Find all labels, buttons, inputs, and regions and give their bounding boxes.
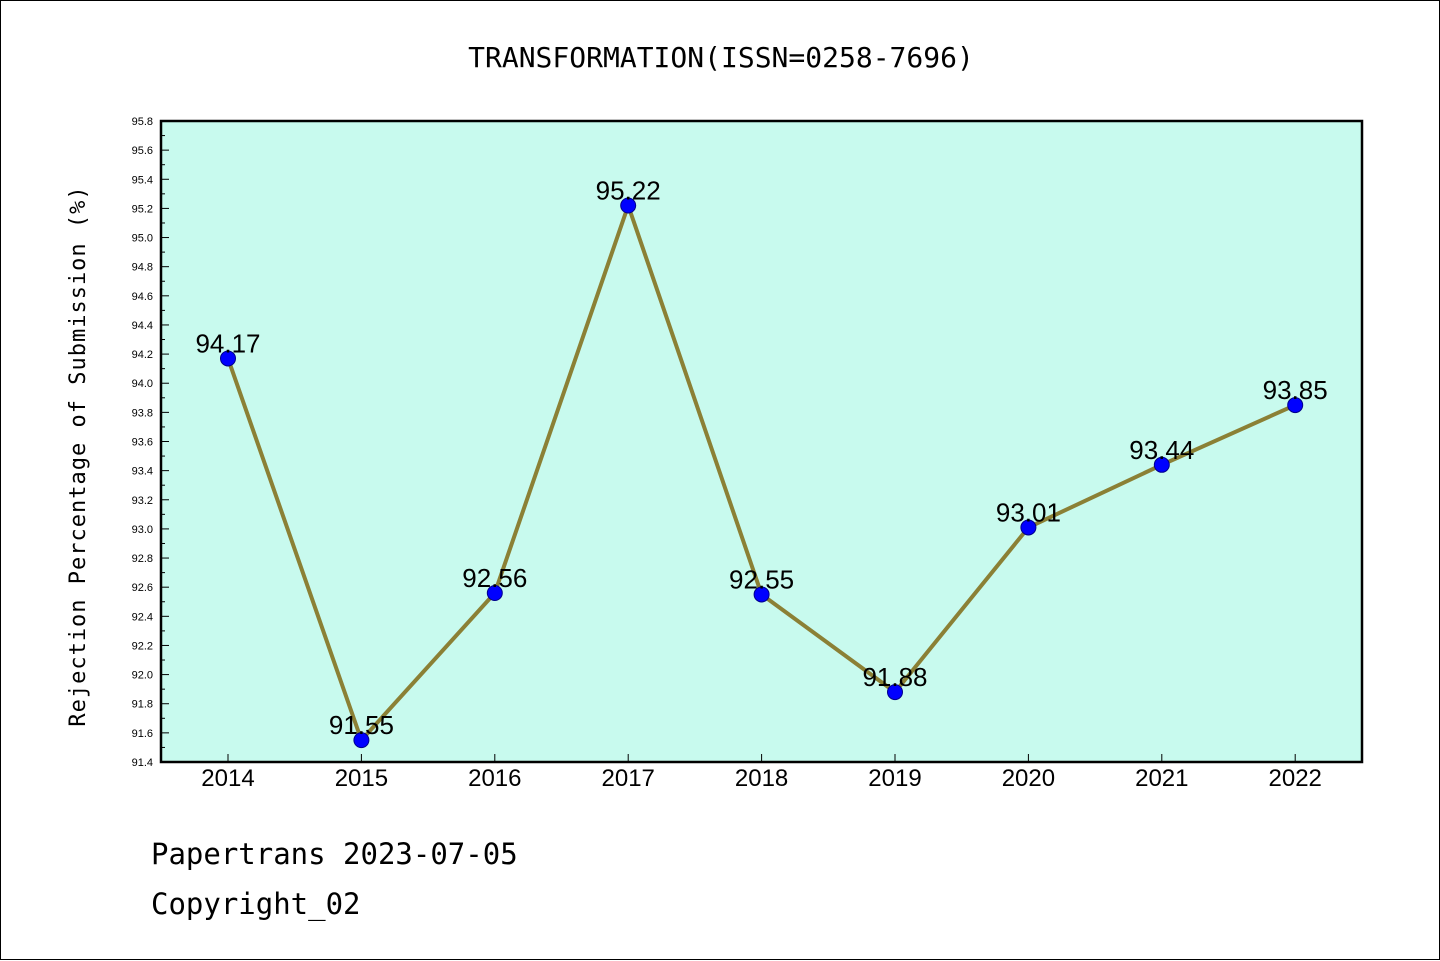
plot-border: [159, 119, 1364, 764]
data-label-2018: 92.55: [729, 564, 794, 594]
y-tick-label: 93.2: [132, 495, 153, 507]
y-axis: 91.4 91.6 91.8 92.0 92.2 92.4 92.6 92.8 93.0 93.2…: [132, 116, 169, 769]
data-point-2015: [353, 732, 370, 749]
y-tick-label: 95.6: [132, 145, 153, 157]
y-axis-label: Rejection Percentage of Submission (%): [66, 185, 91, 726]
data-point-2019: [887, 684, 903, 701]
data-point-2016: [486, 585, 503, 602]
data-label-2016: 92.56: [462, 563, 527, 593]
y-tick-label: 95.4: [132, 174, 153, 186]
y-tick-label: 93.6: [132, 437, 153, 449]
y-tick-label: 94.8: [132, 262, 153, 274]
data-point-2021: [1153, 456, 1170, 473]
y-tick-label: 92.4: [132, 611, 153, 623]
y-tick-label: 95.2: [132, 203, 153, 215]
y-tick-label: 93.0: [132, 524, 153, 536]
x-tick-label: 2014: [201, 765, 254, 792]
x-tick-label: 2022: [1269, 765, 1322, 792]
y-tick-label: 94.0: [132, 378, 153, 390]
x-tick-label: 2016: [468, 765, 521, 792]
x-tick-label: 2017: [602, 765, 655, 792]
y-tick-label: 91.4: [132, 757, 153, 769]
y-tick-label: 94.6: [132, 291, 153, 303]
chart-title: TRANSFORMATION(ISSN=0258-7696): [468, 41, 974, 74]
y-tick-label: 92.6: [132, 582, 153, 594]
y-tick-label: 92.0: [132, 670, 153, 682]
x-axis: 2014 2015 2016 2017 2018 2019 2020 2021 2022: [201, 754, 1322, 792]
data-point-2017: [620, 197, 637, 214]
data-label-2014: 94.17: [195, 328, 260, 358]
y-tick-label: 93.4: [132, 466, 153, 478]
data-label-2022: 93.85: [1263, 375, 1328, 405]
y-tick-label: 94.4: [132, 320, 153, 332]
data-point-2020: [1020, 519, 1037, 536]
data-label-2021: 93.44: [1129, 435, 1194, 465]
series-group: 94.17 91.55 92.56 95.22 92.55 91.88 93.01 93.44…: [195, 175, 1328, 749]
y-tick-label: 95.0: [132, 233, 153, 245]
y-tick-label: 92.2: [132, 640, 153, 652]
data-label-2017: 95.22: [596, 175, 661, 205]
data-label-2020: 93.01: [996, 497, 1061, 527]
x-tick-label: 2020: [1002, 765, 1055, 792]
x-tick-label: 2018: [735, 765, 788, 792]
y-tick-label: 91.6: [132, 728, 153, 740]
y-tick-label: 91.8: [132, 699, 153, 711]
plot-area: [161, 121, 1362, 762]
data-point-2014: [220, 350, 236, 367]
y-tick-label: 94.2: [132, 349, 153, 361]
footer-date: Papertrans 2023-07-05: [151, 837, 518, 871]
data-label-2019: 91.88: [862, 662, 927, 692]
x-tick-label: 2021: [1135, 765, 1188, 792]
data-point-2018: [753, 586, 770, 603]
x-tick-label: 2015: [335, 765, 388, 792]
data-point-2022: [1287, 397, 1304, 414]
y-tick-label: 92.8: [132, 553, 153, 565]
footer-copyright: Copyright_02: [151, 887, 361, 921]
x-tick-label: 2019: [868, 765, 921, 792]
data-label-2015: 91.55: [329, 710, 394, 740]
y-tick-label: 95.8: [132, 116, 153, 128]
y-tick-label: 93.8: [132, 407, 153, 419]
